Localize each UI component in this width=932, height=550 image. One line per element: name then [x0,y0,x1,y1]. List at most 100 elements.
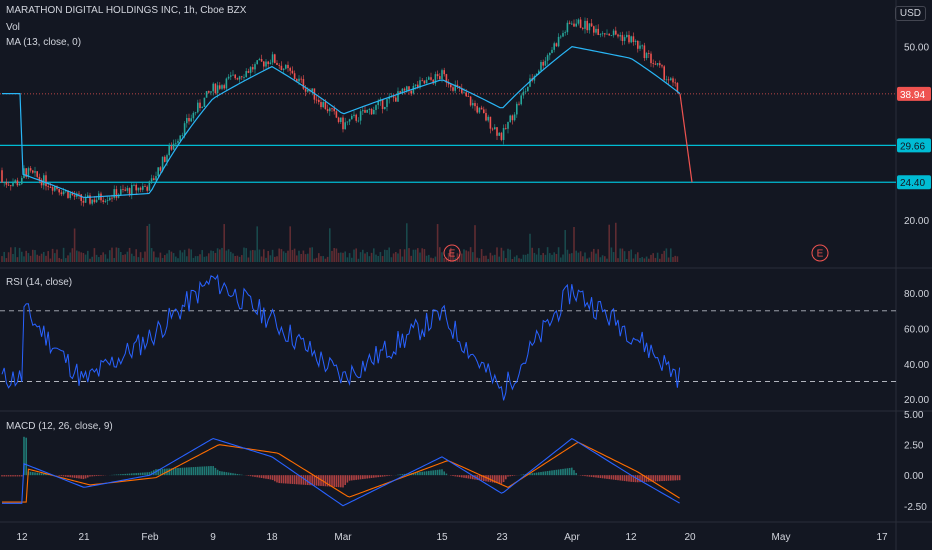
candle-body [133,184,135,186]
volume-bar [546,247,549,262]
volume-bar [100,255,102,262]
candle-body [7,184,10,186]
macd-histogram-bar [115,474,118,476]
macd-histogram-bar [560,469,562,476]
rsi-label[interactable]: RSI (14, close) [6,277,73,288]
candle-body [289,68,291,71]
candle-body [619,35,621,37]
candle-body [373,109,375,115]
volume-bar [69,252,71,262]
volume-bar [472,252,474,262]
earnings-marker-label: E [817,249,824,260]
volume-bar [155,257,157,262]
candle-body [109,197,111,201]
macd-histogram-bar [247,475,250,476]
volume-bar [432,258,434,262]
macd-histogram-bar [93,475,96,477]
x-tick-label: 12 [16,532,28,543]
volume-label[interactable]: Vol [6,22,20,33]
x-tick-label: Feb [141,532,159,543]
macd-histogram-bar [62,475,65,477]
candle-body [172,143,175,150]
macd-histogram-bar [65,475,67,477]
level-tag: 24.40 [900,178,925,189]
macd-histogram-bar [219,471,221,476]
candle-body [280,65,283,71]
macd-histogram-bar [472,475,474,480]
volume-bar [445,257,448,262]
macd-histogram-bar [135,473,137,476]
volume-bar [285,252,287,262]
volume-bar [551,254,553,262]
volume-bar [18,247,21,262]
candle-body [364,110,366,113]
macd-histogram-bar [278,475,280,484]
candle-body [590,23,593,27]
macd-histogram-bar [641,475,643,483]
macd-histogram-bar [161,468,164,476]
macd-histogram-bar [212,466,214,476]
x-tick-label: Apr [564,532,580,543]
volume-bar [260,256,263,262]
candle-body [346,121,349,123]
macd-histogram-bar [256,475,258,478]
macd-histogram-bar [210,466,212,476]
macd-histogram-bar [566,468,569,476]
macd-histogram-bar [208,466,210,476]
candle-body [208,91,210,93]
level-tag-bg [897,175,931,190]
macd-histogram-bar [335,475,338,488]
volume-bar [555,253,558,262]
candle-body [274,54,276,63]
volume-bar [236,255,239,262]
candle-body [80,194,82,201]
candle-body [419,80,421,88]
candle-body [126,188,129,191]
macd-histogram-bar [469,475,472,479]
macd-histogram-bar [557,469,560,476]
currency-button[interactable]: USD [894,6,926,21]
candle-body [610,35,613,37]
candle-body [650,53,652,64]
macd-histogram-bar [137,472,140,476]
volume-bar [252,249,254,262]
candle-body [21,177,23,184]
volume-bar [661,253,663,262]
volume-bar [434,256,437,262]
volume-bar [359,252,362,262]
candle-body [269,62,272,65]
ma-label[interactable]: MA (13, close, 0) [6,37,82,48]
macd-histogram-bar [95,475,98,477]
candle-body [54,186,56,191]
candle-body [252,67,254,70]
macd-histogram-bar [271,475,274,481]
volume-bar [91,256,93,262]
volume-bar [496,247,498,262]
candle-body [546,55,549,61]
volume-bar [148,223,151,262]
volume-bar [375,254,377,262]
symbol-title[interactable]: MARATHON DIGITAL HOLDINGS INC, 1h, Cboe … [6,5,247,16]
candle-body [577,19,580,24]
macd-histogram-bar [227,472,230,476]
macd-histogram-bar [608,475,610,480]
volume-bar [201,250,203,262]
candle-body [399,91,401,94]
macd-histogram-bar [377,475,379,478]
candle-body [106,200,109,201]
macd-histogram-bar [38,473,41,476]
macd-histogram-bar [80,475,82,479]
macd-histogram-bar [461,475,463,478]
volume-bar [139,252,142,262]
volume-bar [476,257,478,262]
candle-body [342,117,344,130]
rsi-tick-label: 80.00 [904,289,929,300]
macd-histogram-bar [216,469,219,476]
macd-histogram-bar [538,472,540,476]
candle-body [456,84,459,87]
macd-histogram-bar [238,474,241,476]
macd-label[interactable]: MACD (12, 26, close, 9) [6,421,113,432]
candle-body [467,96,470,97]
macd-histogram-bar [465,475,467,479]
candle-body [205,91,208,98]
